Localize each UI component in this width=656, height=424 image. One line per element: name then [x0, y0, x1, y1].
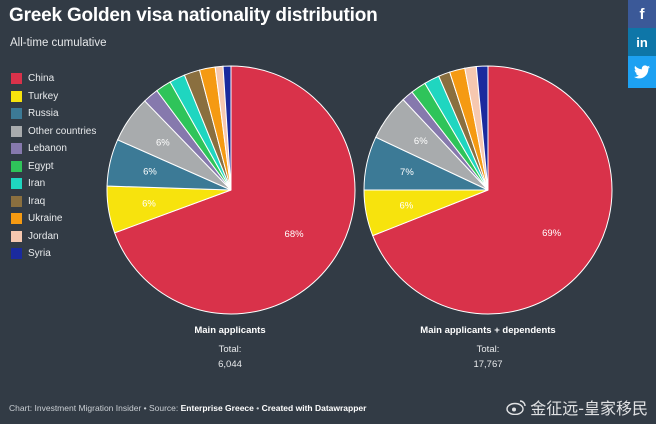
- legend-swatch: [11, 160, 22, 172]
- footer-separator: •: [253, 403, 262, 413]
- legend-label: Syria: [28, 248, 51, 260]
- legend-swatch: [11, 248, 22, 260]
- facebook-icon: f: [639, 5, 645, 23]
- footer-prefix: Chart: Investment Migration Insider • So…: [9, 403, 181, 413]
- pie-caption-dependents: Main applicants + dependents Total: 17,7…: [388, 325, 588, 370]
- watermark-text: 金征远-皇家移民: [530, 399, 648, 418]
- legend-swatch: [11, 195, 22, 207]
- pie-label-main-other-countries: 6%: [156, 137, 170, 148]
- pie-title-main: Main applicants: [194, 325, 266, 336]
- legend-label: China: [28, 73, 55, 85]
- legend-swatch: [11, 90, 22, 102]
- pie-total-label-main: Total:: [218, 344, 242, 355]
- legend-item: Other countries: [11, 123, 96, 141]
- pie-total-dependents: 17,767: [473, 359, 503, 370]
- legend-item: Jordan: [11, 228, 96, 246]
- watermark: 金征远-皇家移民: [506, 395, 648, 419]
- legend-label: Egypt: [28, 160, 54, 172]
- legend-swatch: [11, 178, 22, 190]
- legend-swatch: [11, 125, 22, 137]
- footer-source-link[interactable]: Enterprise Greece: [180, 403, 254, 413]
- chart-subtitle: All-time cumulative: [10, 37, 107, 49]
- pie-label-main-china: 68%: [285, 229, 305, 240]
- pie-label-dependents-other-countries: 6%: [414, 136, 428, 147]
- pie-label-main-russia: 6%: [143, 167, 157, 178]
- pie-title-dependents: Main applicants + dependents: [420, 325, 556, 336]
- pie-caption-main: Main applicants Total: 6,044: [130, 325, 330, 370]
- legend-item: Iraq: [11, 193, 96, 211]
- footer-credits: Chart: Investment Migration Insider • So…: [9, 403, 366, 413]
- legend-swatch: [11, 108, 22, 120]
- pie-slice-main-syria: [222, 65, 232, 191]
- legend-item: Syria: [11, 245, 96, 263]
- pie-total-main: 6,044: [218, 359, 242, 370]
- legend-item: Egypt: [11, 158, 96, 176]
- pie-label-dependents-russia: 7%: [400, 167, 414, 178]
- chart-title: Greek Golden visa nationality distributi…: [9, 5, 378, 26]
- legend-swatch: [11, 143, 22, 155]
- linkedin-share-button[interactable]: in: [628, 28, 656, 56]
- pie-label-dependents-china: 69%: [542, 228, 562, 239]
- legend-label: Turkey: [28, 90, 59, 102]
- twitter-share-button[interactable]: [628, 56, 656, 88]
- legend-label: Lebanon: [28, 143, 67, 155]
- legend-label: Jordan: [28, 230, 59, 242]
- legend-item: Russia: [11, 105, 96, 123]
- legend-item: Iran: [11, 175, 96, 193]
- legend: China Turkey Russia Other countries Lebanon E…: [11, 70, 96, 263]
- legend-item: Lebanon: [11, 140, 96, 158]
- legend-swatch: [11, 213, 22, 225]
- pie-slice-dependents-syria: [475, 65, 489, 191]
- linkedin-icon: in: [636, 34, 648, 50]
- legend-item: Turkey: [11, 88, 96, 106]
- weibo-icon: [506, 400, 526, 415]
- facebook-share-button[interactable]: f: [628, 0, 656, 28]
- legend-swatch: [11, 230, 22, 242]
- pie-label-main-turkey: 6%: [142, 198, 156, 209]
- legend-label: Other countries: [28, 125, 97, 137]
- legend-label: Iran: [28, 178, 46, 190]
- legend-label: Ukraine: [28, 213, 63, 225]
- footer-created-link[interactable]: Created with Datawrapper: [261, 403, 367, 413]
- pie-slice-main-china: [113, 65, 356, 315]
- legend-item: Ukraine: [11, 210, 96, 228]
- twitter-icon: [634, 65, 650, 79]
- legend-label: Russia: [28, 108, 59, 120]
- legend-label: Iraq: [28, 195, 46, 207]
- legend-swatch: [11, 73, 22, 85]
- pie-label-dependents-turkey: 6%: [400, 201, 414, 212]
- legend-item: China: [11, 70, 96, 88]
- pie-slice-dependents-china: [372, 65, 613, 315]
- pie-total-label-dependents: Total:: [476, 344, 500, 355]
